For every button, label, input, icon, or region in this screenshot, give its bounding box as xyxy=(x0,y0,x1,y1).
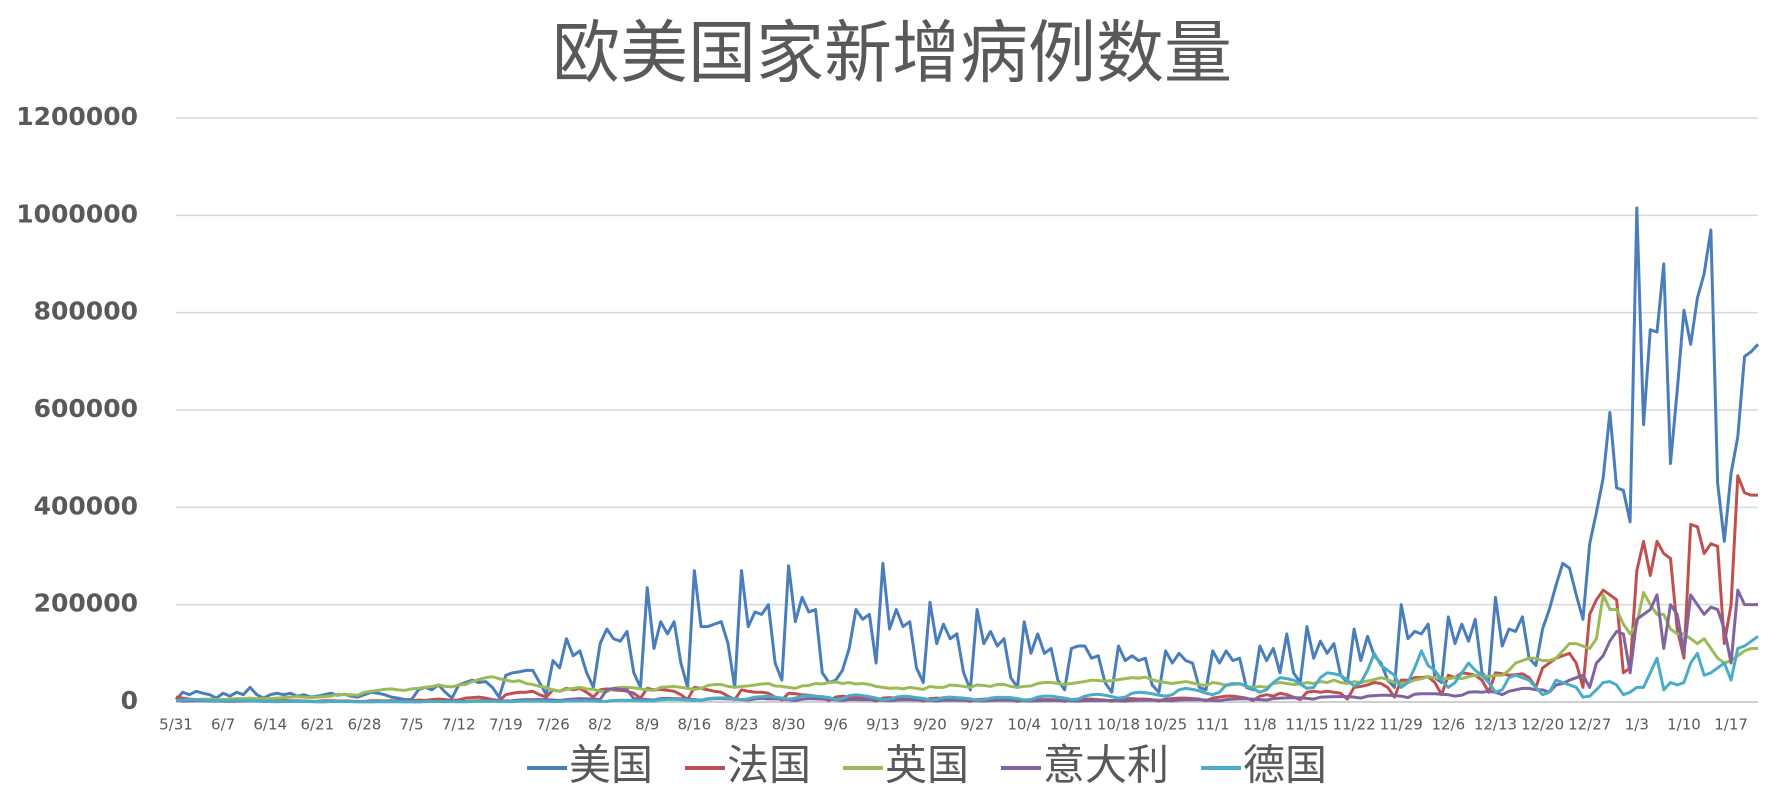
x-tick-label: 10/25 xyxy=(1144,716,1187,734)
y-tick-label: 800000 xyxy=(34,297,138,326)
series-line xyxy=(176,591,1758,703)
chart-title: 欧美国家新增病例数量 xyxy=(552,15,1232,94)
x-tick-label: 12/27 xyxy=(1568,716,1611,734)
y-tick-label: 400000 xyxy=(34,491,138,520)
x-tick-label: 9/27 xyxy=(960,716,994,734)
x-tick-label: 12/6 xyxy=(1431,716,1465,734)
x-tick-label: 11/8 xyxy=(1243,716,1277,734)
x-tick-label: 7/19 xyxy=(489,716,523,734)
legend-label: 德国 xyxy=(1243,741,1327,790)
x-tick-label: 8/9 xyxy=(635,716,659,734)
x-tick-label: 11/29 xyxy=(1380,716,1423,734)
x-tick-label: 6/14 xyxy=(253,716,287,734)
series-line xyxy=(174,206,1760,702)
x-tick-label: 12/20 xyxy=(1521,716,1564,734)
x-tick-label: 8/23 xyxy=(725,716,759,734)
legend-label: 意大利 xyxy=(1043,741,1169,790)
x-tick-label: 8/2 xyxy=(588,716,612,734)
x-tick-label: 10/18 xyxy=(1097,716,1140,734)
x-tick-label: 9/20 xyxy=(913,716,947,734)
x-tick-label: 11/22 xyxy=(1332,716,1375,734)
x-tick-label: 11/1 xyxy=(1196,716,1230,734)
y-tick-label: 600000 xyxy=(34,394,138,423)
x-tick-label: 1/3 xyxy=(1625,716,1649,734)
x-tick-label: 8/16 xyxy=(678,716,712,734)
x-tick-label: 9/6 xyxy=(824,716,848,734)
series-line xyxy=(175,635,1759,704)
legend-label: 英国 xyxy=(885,741,969,790)
x-tick-label: 10/4 xyxy=(1007,716,1041,734)
y-tick-label: 1000000 xyxy=(16,199,138,228)
x-tick-label: 7/26 xyxy=(536,716,570,734)
x-tick-label: 5/31 xyxy=(159,716,193,734)
x-tick-label: 1/10 xyxy=(1667,716,1701,734)
x-tick-label: 6/28 xyxy=(348,716,382,734)
x-tick-label: 6/7 xyxy=(211,716,235,734)
x-tick-label: 8/30 xyxy=(772,716,806,734)
x-tick-label: 6/21 xyxy=(301,716,335,734)
x-tick-label: 7/5 xyxy=(400,716,424,734)
x-tick-label: 11/15 xyxy=(1285,716,1328,734)
x-tick-label: 10/11 xyxy=(1050,716,1093,734)
y-tick-label: 200000 xyxy=(34,589,138,618)
legend-label: 美国 xyxy=(569,741,653,790)
y-tick-label: 1200000 xyxy=(16,102,138,131)
series-line xyxy=(175,474,1758,704)
legend-label: 法国 xyxy=(727,741,811,790)
x-tick-label: 1/17 xyxy=(1714,716,1748,734)
x-tick-label: 9/13 xyxy=(866,716,900,734)
x-tick-label: 7/12 xyxy=(442,716,476,734)
x-tick-label: 12/13 xyxy=(1474,716,1517,734)
legend: 美国 法国 英国 意大利 德国 xyxy=(526,741,1327,790)
y-tick-label: 0 xyxy=(121,686,138,715)
